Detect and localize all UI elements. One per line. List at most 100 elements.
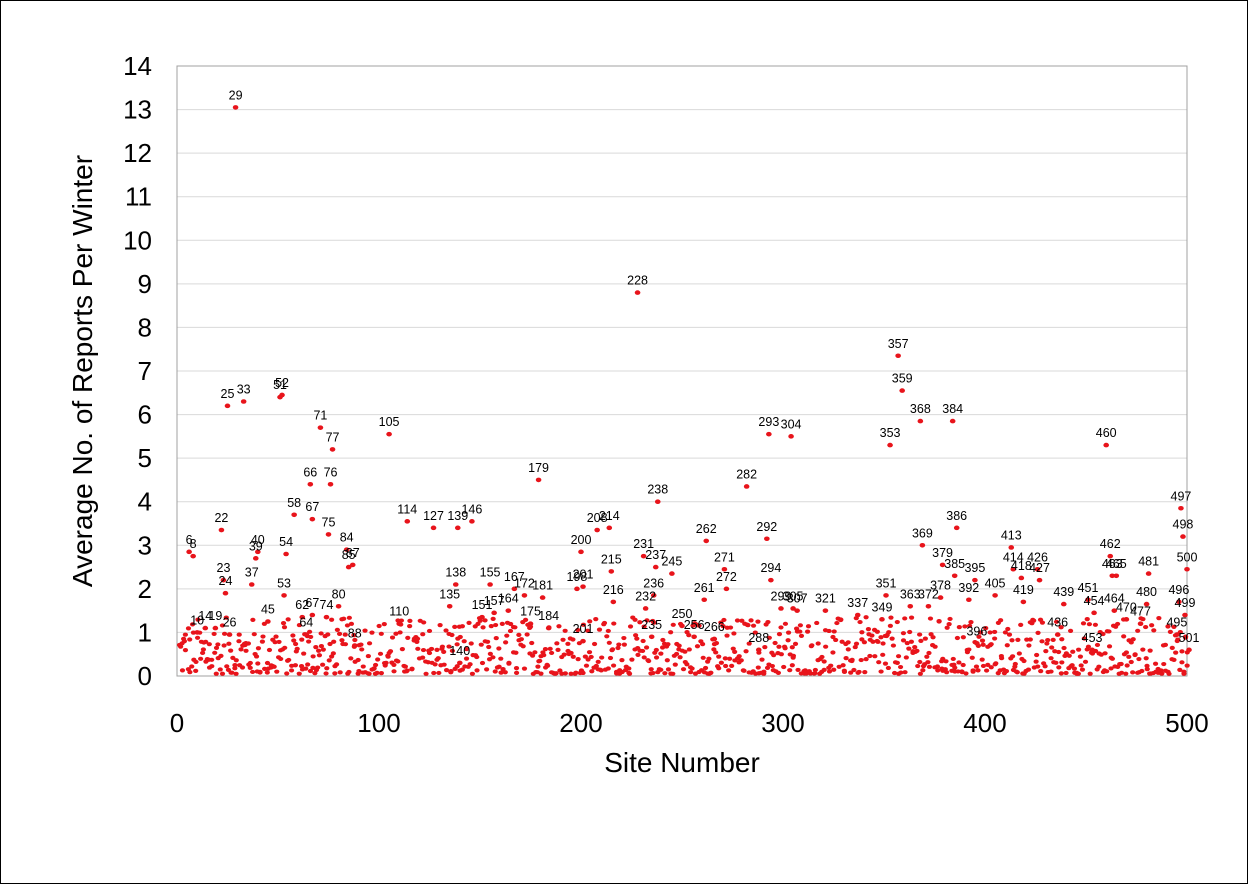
data-point bbox=[1128, 659, 1134, 665]
y-tick-label: 3 bbox=[138, 530, 152, 560]
data-point bbox=[288, 668, 295, 673]
data-point bbox=[880, 641, 886, 646]
data-label: 184 bbox=[538, 609, 559, 623]
data-point bbox=[743, 484, 750, 489]
data-point bbox=[1104, 669, 1110, 674]
data-point bbox=[512, 625, 518, 630]
data-point bbox=[488, 623, 494, 629]
data-point bbox=[1124, 663, 1130, 668]
data-label: 139 bbox=[447, 509, 468, 523]
data-label: 39 bbox=[249, 539, 263, 553]
data-point bbox=[260, 634, 266, 639]
data-label: 76 bbox=[324, 465, 338, 479]
data-label: 363 bbox=[900, 587, 921, 601]
data-point bbox=[1039, 639, 1045, 644]
data-point bbox=[248, 582, 255, 587]
data-point bbox=[217, 667, 223, 672]
data-point bbox=[555, 647, 561, 652]
data-point bbox=[219, 623, 226, 628]
data-point bbox=[605, 628, 611, 634]
data-label: 127 bbox=[423, 509, 444, 523]
data-point bbox=[1159, 671, 1165, 676]
data-point bbox=[632, 617, 638, 622]
data-point bbox=[233, 671, 239, 676]
data-point bbox=[711, 636, 718, 642]
data-label: 477 bbox=[1130, 605, 1151, 619]
data-point bbox=[178, 644, 184, 649]
data-point bbox=[1061, 645, 1067, 651]
data-label: 53 bbox=[277, 576, 291, 590]
data-point bbox=[598, 668, 604, 673]
data-label: 215 bbox=[601, 552, 622, 566]
data-point bbox=[750, 623, 757, 628]
data-point bbox=[1084, 617, 1090, 622]
data-point bbox=[1176, 599, 1182, 605]
data-point bbox=[348, 621, 355, 626]
data-point bbox=[1169, 645, 1175, 650]
data-point bbox=[956, 660, 962, 665]
data-point bbox=[282, 645, 288, 650]
data-point bbox=[346, 615, 352, 620]
data-point bbox=[1123, 617, 1130, 622]
data-point bbox=[1181, 671, 1187, 676]
data-point bbox=[194, 630, 200, 635]
data-point bbox=[621, 635, 627, 641]
data-point bbox=[980, 642, 986, 647]
data-point bbox=[1152, 661, 1159, 666]
data-point bbox=[346, 669, 352, 675]
data-point bbox=[1034, 566, 1041, 572]
data-point bbox=[209, 664, 215, 669]
data-label: 135 bbox=[439, 587, 460, 601]
data-label: 353 bbox=[880, 426, 901, 440]
data-point bbox=[926, 664, 933, 669]
data-point bbox=[1036, 577, 1043, 583]
data-point bbox=[538, 671, 544, 676]
data-point bbox=[895, 654, 902, 659]
data-label: 71 bbox=[313, 409, 327, 423]
data-point bbox=[1053, 660, 1059, 665]
data-point bbox=[983, 626, 989, 631]
data-label: 22 bbox=[214, 511, 228, 525]
data-point bbox=[486, 644, 492, 650]
data-point bbox=[686, 633, 692, 638]
data-point bbox=[1182, 612, 1188, 618]
data-point bbox=[545, 663, 551, 668]
data-point bbox=[189, 622, 196, 627]
data-point bbox=[930, 635, 936, 640]
data-point bbox=[686, 647, 692, 652]
data-label: 272 bbox=[716, 570, 737, 584]
data-point bbox=[755, 619, 761, 624]
data-point bbox=[194, 635, 201, 640]
data-point bbox=[281, 625, 288, 630]
data-label: 155 bbox=[480, 566, 501, 580]
data-point bbox=[889, 636, 895, 641]
data-point bbox=[1161, 661, 1167, 667]
data-point bbox=[963, 671, 969, 676]
data-point bbox=[664, 658, 670, 663]
data-point bbox=[970, 669, 976, 674]
data-point bbox=[446, 644, 452, 649]
data-point bbox=[1092, 622, 1099, 627]
data-label: 114 bbox=[397, 502, 417, 516]
y-tick-label: 10 bbox=[123, 225, 152, 255]
y-tick-label: 6 bbox=[138, 400, 152, 430]
data-point bbox=[1140, 647, 1146, 652]
data-point bbox=[381, 622, 387, 627]
data-point bbox=[1056, 649, 1062, 655]
data-point bbox=[778, 652, 784, 657]
data-point bbox=[220, 577, 227, 583]
data-point bbox=[189, 664, 195, 669]
data-point bbox=[291, 512, 297, 518]
data-point bbox=[469, 671, 476, 676]
data-point bbox=[828, 663, 834, 668]
y-tick-label: 12 bbox=[123, 138, 152, 168]
data-label: 414 bbox=[1003, 550, 1024, 564]
data-label: 288 bbox=[748, 631, 769, 645]
data-point bbox=[1118, 661, 1124, 667]
data-point bbox=[1179, 649, 1185, 654]
data-label: 349 bbox=[872, 600, 893, 614]
data-point bbox=[1035, 664, 1041, 669]
data-point bbox=[766, 431, 772, 437]
data-point bbox=[1171, 657, 1177, 662]
